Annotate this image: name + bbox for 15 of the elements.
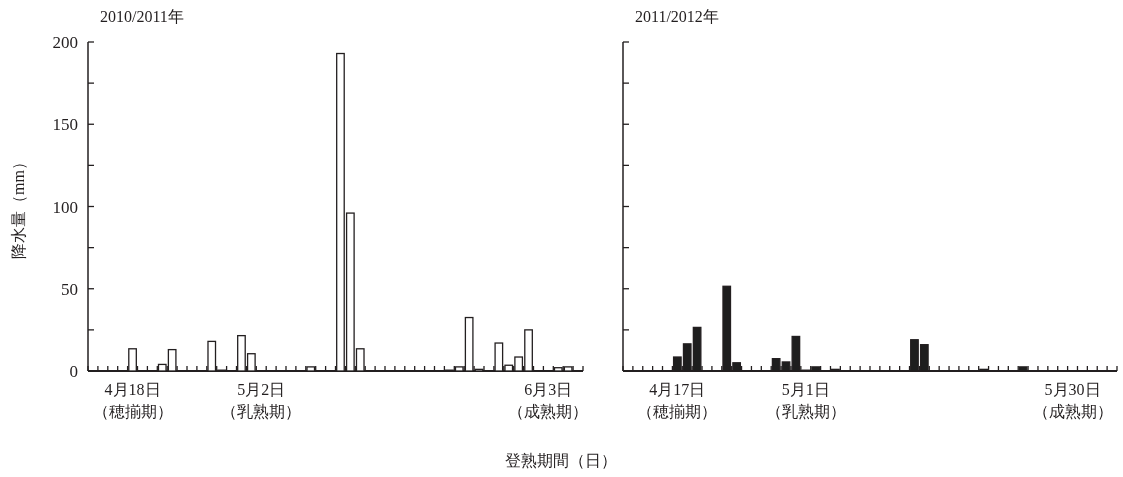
x-tick-label: 5月2日（乳熟期） bbox=[221, 380, 302, 422]
y-tick-label: 200 bbox=[52, 33, 78, 52]
y-axis-title: 降水量（mm） bbox=[10, 154, 27, 259]
y-tick-label: 150 bbox=[52, 115, 78, 135]
x-tick-label: 6月3日（成熟期） bbox=[508, 380, 589, 422]
x-axis-title: 登熟期間（日） bbox=[505, 452, 617, 469]
chart-title: 2011/2012年 bbox=[635, 8, 719, 25]
y-tick-label: 50 bbox=[61, 279, 78, 299]
y-tick-label: 100 bbox=[52, 197, 78, 217]
x-tick-label: 5月1日（乳熟期） bbox=[765, 380, 846, 422]
x-tick-label: 4月17日（穂揃期） bbox=[637, 380, 718, 422]
chart-title: 2010/2011年 bbox=[100, 8, 184, 25]
x-tick-label: 4月18日（穂揃期） bbox=[92, 380, 173, 422]
y-tick-label: 0 bbox=[69, 362, 78, 381]
x-tick-label: 5月30日（成熟期） bbox=[1032, 380, 1113, 422]
